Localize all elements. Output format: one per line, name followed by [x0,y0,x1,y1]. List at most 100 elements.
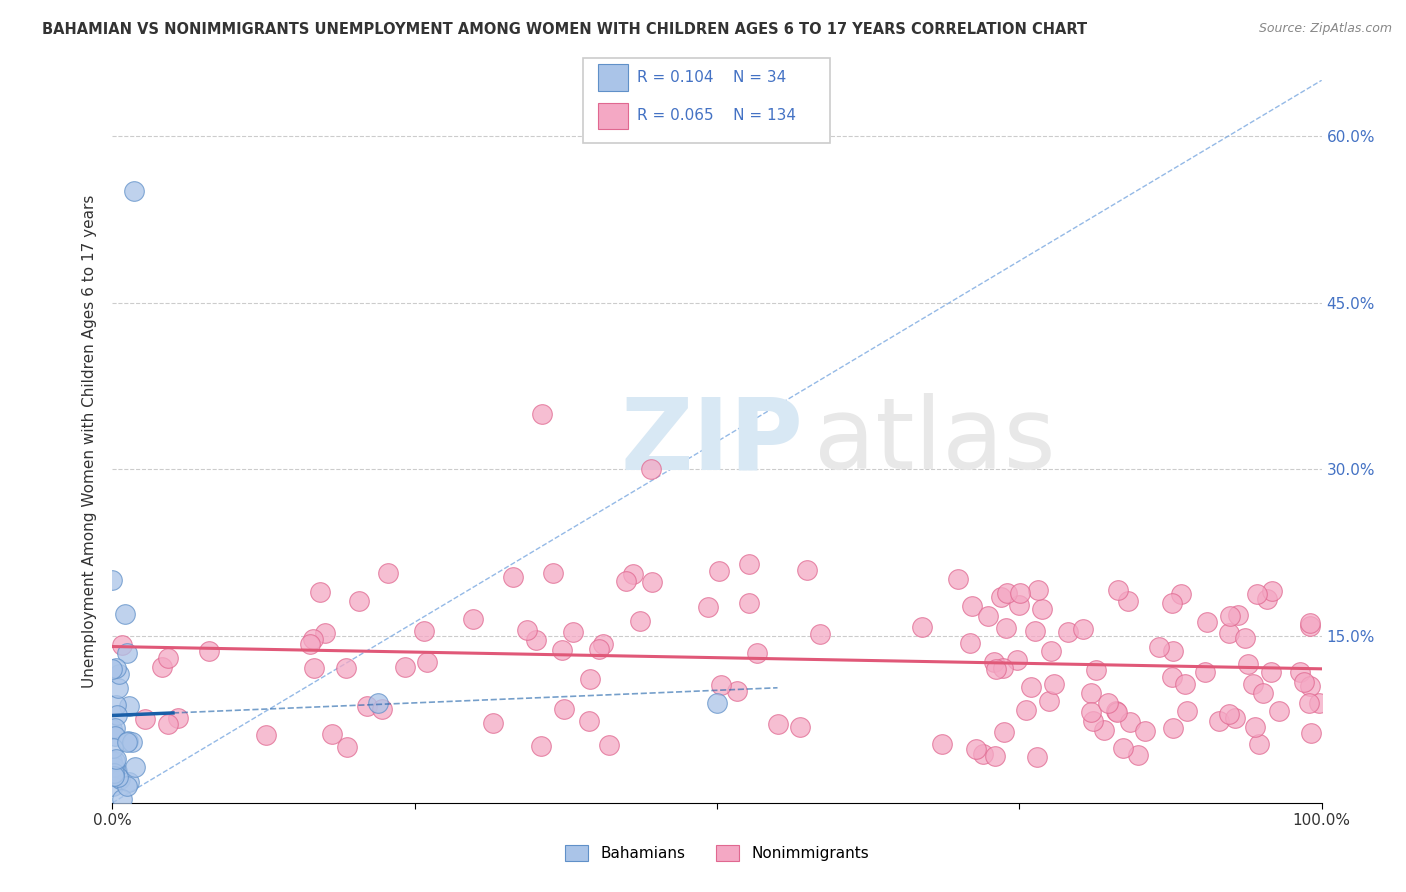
Point [124,759,146,773]
Point [502,570,524,584]
Point [641,574,664,589]
Point [530,407,553,421]
Point [105,698,128,712]
Point [1133,723,1156,738]
Point [990,590,1012,604]
Y-axis label: Unemployment Among Women with Children Ages 6 to 17 years: Unemployment Among Women with Children A… [82,194,97,689]
Text: atlas: atlas [814,393,1056,490]
Point [134,713,156,727]
Point [1071,622,1094,636]
Point [983,655,1005,669]
Text: R = 0.065    N = 134: R = 0.065 N = 134 [637,109,796,123]
Point [167,711,190,725]
Point [1170,587,1192,601]
Point [118,699,141,714]
Point [1116,594,1139,608]
Point [1299,725,1322,739]
Point [111,638,134,652]
Point [1251,686,1274,700]
Point [1147,640,1170,655]
Point [356,698,378,713]
Point [314,626,336,640]
Point [461,612,484,626]
Point [725,684,748,698]
Point [156,650,179,665]
Point [1081,714,1104,728]
Point [111,792,134,806]
Point [412,624,434,638]
Point [1160,596,1182,610]
Point [1024,624,1046,638]
Point [115,779,138,793]
Point [114,607,136,621]
Point [117,646,139,660]
Point [103,769,125,783]
Point [321,726,343,740]
Point [1244,720,1267,734]
Point [1161,644,1184,658]
Point [298,637,321,651]
Point [1234,631,1257,645]
Point [562,625,585,640]
Point [592,637,614,651]
Point [789,720,811,734]
Point [710,678,733,692]
Point [1008,586,1031,600]
Point [121,735,143,749]
Point [628,615,651,629]
Point [1080,685,1102,699]
Point [1299,679,1322,693]
Point [1026,750,1049,764]
Point [706,696,728,710]
Point [1256,591,1278,606]
Point [481,716,503,731]
Point [551,642,574,657]
Point [1039,644,1062,658]
Point [302,632,325,646]
Point [1298,616,1320,631]
Point [1195,615,1218,629]
Point [1227,608,1250,623]
Point [1043,677,1066,691]
Text: Source: ZipAtlas.com: Source: ZipAtlas.com [1258,22,1392,36]
Point [101,574,124,588]
Point [1015,703,1038,717]
Point [598,738,620,752]
Point [304,660,326,674]
Point [911,620,934,634]
Point [543,566,565,581]
Point [105,752,128,766]
Point [101,754,124,768]
Point [745,646,768,660]
Point [1174,676,1197,690]
Point [105,708,128,723]
Point [416,655,439,669]
Point [1289,665,1312,680]
Point [984,662,1007,676]
Point [104,721,127,735]
Point [1097,696,1119,710]
Point [1031,601,1053,615]
Point [1119,714,1142,729]
Point [766,717,789,731]
Point [976,609,998,624]
Point [197,644,219,658]
Point [995,586,1018,600]
Text: BAHAMIAN VS NONIMMIGRANTS UNEMPLOYMENT AMONG WOMEN WITH CHILDREN AGES 6 TO 17 YE: BAHAMIAN VS NONIMMIGRANTS UNEMPLOYMENT A… [42,22,1087,37]
Point [1260,665,1282,679]
Point [104,729,127,743]
Point [524,632,547,647]
Point [1261,584,1284,599]
Point [931,738,953,752]
Point [516,623,538,637]
Point [614,574,637,588]
Point [1223,711,1246,725]
Point [993,725,1015,739]
Point [1019,680,1042,694]
Point [152,660,174,674]
Point [1056,625,1078,640]
Point [1218,707,1240,722]
Point [1308,696,1330,710]
Point [578,714,600,728]
Point [107,681,129,695]
